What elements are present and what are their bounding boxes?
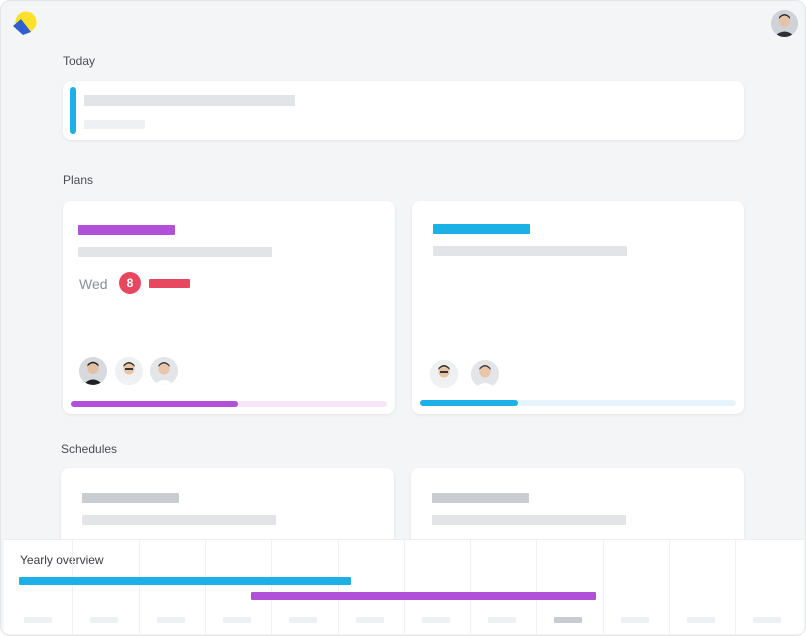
timeline-bar[interactable] [251, 592, 596, 600]
month-column [403, 540, 405, 634]
member-avatar[interactable] [79, 357, 107, 385]
plan-card-1[interactable]: Wed 8 [63, 201, 395, 414]
month-column [536, 540, 538, 634]
plan-progress-bar [71, 401, 387, 407]
month-marker[interactable] [355, 617, 384, 623]
section-schedules-label: Schedules [61, 442, 118, 456]
month-column [138, 540, 140, 634]
plan-date-badge: 8 [119, 272, 141, 294]
today-event-card[interactable] [63, 81, 744, 140]
member-avatar[interactable] [471, 360, 499, 388]
yearly-overview-title: Yearly overview [20, 553, 104, 567]
event-subtitle-placeholder [84, 120, 145, 129]
member-avatar[interactable] [430, 360, 458, 388]
member-avatar[interactable] [115, 357, 143, 385]
app-logo-icon [13, 11, 37, 35]
plan-date-tag [149, 279, 190, 288]
section-today-label: Today [63, 54, 96, 68]
event-color-strip [70, 87, 76, 134]
month-column [204, 540, 206, 634]
section-plans-label: Plans [63, 173, 94, 187]
month-marker[interactable] [289, 617, 318, 623]
month-column [602, 540, 604, 634]
person-icon [430, 360, 458, 388]
month-marker[interactable] [90, 617, 119, 623]
month-marker[interactable] [24, 617, 52, 623]
plan-title-placeholder [78, 225, 175, 235]
person-icon [150, 357, 178, 385]
month-marker[interactable] [156, 617, 185, 623]
member-avatar[interactable] [150, 357, 178, 385]
person-icon [115, 357, 143, 385]
person-icon [771, 10, 798, 37]
month-marker[interactable] [421, 617, 450, 623]
schedule-title-placeholder [82, 493, 179, 503]
event-title-placeholder [84, 95, 295, 106]
schedule-description-placeholder [432, 515, 626, 525]
month-marker[interactable] [222, 617, 251, 623]
person-icon [471, 360, 499, 388]
plan-description-placeholder [78, 247, 272, 257]
current-month-marker[interactable] [554, 617, 583, 623]
schedule-title-placeholder [432, 493, 529, 503]
month-column [72, 540, 74, 634]
schedule-description-placeholder [82, 515, 276, 525]
month-marker[interactable] [753, 617, 782, 623]
month-marker[interactable] [488, 617, 517, 623]
month-marker[interactable] [687, 617, 715, 623]
month-column [271, 540, 273, 634]
yearly-overview-panel: Yearly overview [4, 539, 804, 634]
plan-card-2[interactable] [412, 201, 744, 414]
month-column [337, 540, 339, 634]
plan-progress-fill [420, 400, 518, 406]
person-icon [79, 357, 107, 385]
plan-title-placeholder [433, 224, 530, 234]
month-marker[interactable] [620, 617, 649, 623]
plan-description-placeholder [433, 246, 627, 256]
timeline-bar[interactable] [19, 577, 351, 585]
user-avatar[interactable] [771, 10, 798, 37]
plan-progress-bar [420, 400, 736, 406]
month-column [735, 540, 737, 634]
month-column [669, 540, 670, 634]
month-column [470, 540, 472, 634]
plan-progress-fill [71, 401, 239, 407]
plan-date-day: Wed [79, 276, 108, 292]
